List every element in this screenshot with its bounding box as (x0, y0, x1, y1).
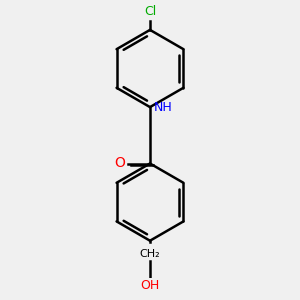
Text: OH: OH (140, 279, 160, 292)
Text: NH: NH (154, 100, 172, 114)
Text: CH₂: CH₂ (140, 249, 160, 259)
Text: O: O (114, 156, 125, 170)
Text: Cl: Cl (144, 5, 156, 18)
